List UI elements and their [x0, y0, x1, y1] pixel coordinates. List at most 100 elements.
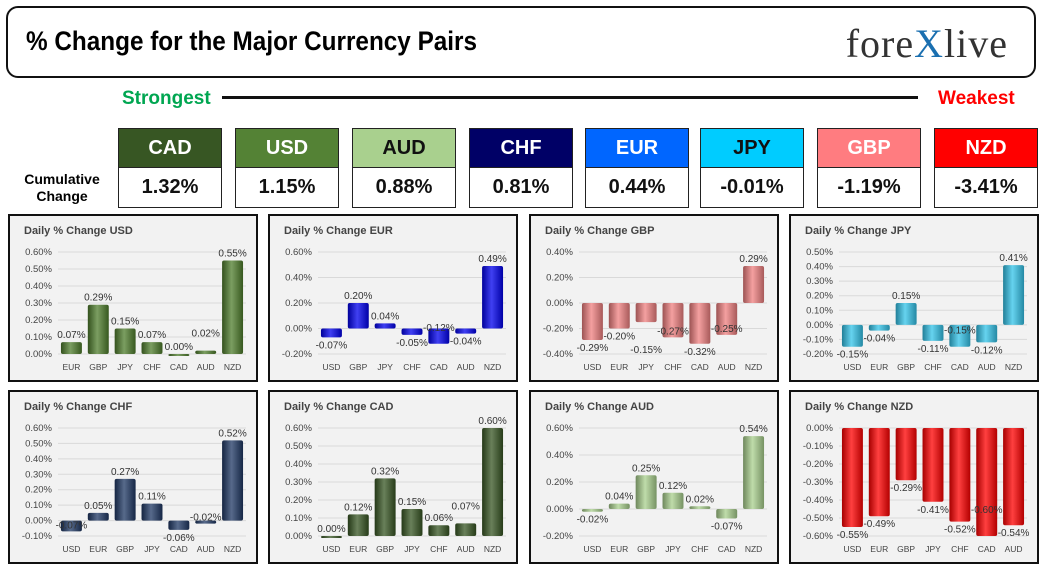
data-label: 0.15%	[111, 317, 139, 328]
data-label: 0.07%	[138, 330, 166, 341]
y-tick-label: -0.20%	[803, 349, 834, 360]
weakest-label: Weakest	[938, 88, 1015, 109]
data-label: 0.49%	[478, 254, 506, 265]
y-tick-label: 0.30%	[25, 298, 52, 309]
x-tick-label: NZD	[745, 362, 762, 372]
y-tick-label: 0.10%	[25, 500, 52, 511]
x-tick-label: NZD	[224, 362, 241, 372]
chart-chf: Daily % Change CHF -0.10% 0.00% 0.10% 0.20% 0…	[8, 390, 258, 564]
bar	[689, 506, 711, 509]
data-label: 0.54%	[739, 424, 767, 435]
bar	[141, 503, 163, 521]
x-tick-label: USD	[843, 544, 861, 554]
y-tick-label: 0.40%	[285, 273, 312, 284]
y-tick-label: 0.60%	[25, 423, 52, 434]
data-label: 0.04%	[605, 492, 633, 503]
x-tick-label: USD	[62, 544, 80, 554]
y-tick-label: 0.00%	[546, 298, 573, 309]
y-tick-label: -0.10%	[803, 334, 834, 345]
data-label: 0.32%	[371, 466, 399, 477]
bar	[608, 503, 630, 509]
data-label: -0.52%	[944, 525, 976, 536]
y-tick-label: -0.50%	[803, 513, 834, 524]
y-tick-label: -0.30%	[803, 477, 834, 488]
bar	[401, 328, 423, 335]
bar	[87, 304, 109, 354]
x-tick-label: JPY	[638, 362, 654, 372]
y-tick-label: 0.00%	[285, 531, 312, 542]
y-tick-label: -0.20%	[282, 349, 313, 360]
chart-title: Daily % Change EUR	[284, 225, 393, 237]
bar	[114, 328, 136, 354]
x-tick-label: CAD	[718, 544, 736, 554]
data-label: 0.29%	[84, 293, 112, 304]
data-label: -0.41%	[917, 505, 949, 516]
y-tick-label: 0.50%	[25, 264, 52, 275]
data-label: 0.12%	[659, 481, 687, 492]
bar	[320, 328, 342, 338]
bar	[347, 514, 369, 536]
bar	[60, 520, 82, 532]
bar	[922, 324, 944, 341]
x-tick-label: USD	[843, 362, 861, 372]
bar	[1003, 265, 1025, 325]
y-tick-label: 0.00%	[806, 320, 833, 331]
x-tick-label: AUD	[978, 362, 996, 372]
bar	[455, 328, 477, 334]
chart-title: Daily % Change JPY	[805, 225, 912, 237]
chart-usd: Daily % Change USD 0.00% 0.10% 0.20% 0.30% 0.…	[8, 214, 258, 382]
bar	[689, 303, 711, 344]
y-tick-label: 0.00%	[285, 324, 312, 335]
currency-tile-jpy: JPY -0.01%	[700, 128, 804, 208]
chart-title: Daily % Change CHF	[24, 401, 132, 413]
tile-value: -1.19%	[837, 176, 901, 198]
data-label: 0.07%	[452, 501, 480, 512]
data-label: -0.06%	[163, 533, 195, 544]
bar	[482, 428, 504, 536]
y-tick-label: 0.00%	[546, 504, 573, 515]
y-tick-label: 0.40%	[806, 262, 833, 273]
bar	[141, 342, 163, 354]
data-label: -0.02%	[190, 513, 222, 524]
tile-value: -3.41%	[954, 176, 1018, 198]
data-label: 0.12%	[344, 502, 372, 513]
y-tick-label: 0.50%	[285, 441, 312, 452]
data-label: -0.04%	[450, 337, 482, 348]
x-tick-label: CHF	[691, 544, 708, 554]
y-tick-label: -0.20%	[543, 531, 574, 542]
data-label: 0.27%	[111, 467, 139, 478]
bar	[949, 428, 971, 522]
y-tick-label: -0.40%	[543, 349, 574, 360]
data-label: -0.12%	[423, 323, 455, 334]
y-tick-label: -0.10%	[803, 441, 834, 452]
bar	[374, 323, 396, 329]
tile-currency: NZD	[935, 129, 1037, 168]
tile-currency: GBP	[818, 129, 920, 168]
tile-currency: EUR	[586, 129, 688, 168]
data-label: -0.15%	[837, 350, 869, 361]
x-tick-label: EUR	[349, 544, 367, 554]
page-title: % Change for the Major Currency Pairs	[26, 26, 478, 56]
strength-divider	[222, 96, 918, 99]
data-label: 0.07%	[57, 330, 85, 341]
y-tick-label: 0.30%	[285, 477, 312, 488]
y-tick-label: -0.40%	[803, 495, 834, 506]
chart-title: Daily % Change USD	[24, 225, 133, 237]
bar	[455, 523, 477, 536]
data-label: 0.15%	[892, 291, 920, 302]
forexlive-logo: foreXlive	[845, 21, 1008, 66]
bar	[895, 303, 917, 325]
bar	[976, 324, 998, 343]
data-label: -0.55%	[837, 530, 869, 541]
tile-currency: USD	[236, 129, 338, 168]
chart-title: Daily % Change CAD	[284, 401, 393, 413]
x-tick-label: JPY	[404, 544, 420, 554]
bar	[868, 428, 890, 517]
y-tick-label: 0.60%	[285, 247, 312, 258]
y-tick-label: 0.40%	[25, 454, 52, 465]
bar	[608, 303, 630, 329]
data-label: -0.29%	[577, 343, 609, 354]
bar	[482, 266, 504, 329]
chart-gbp: Daily % Change GBP -0.40% -0.20% 0.00% 0.20%…	[529, 214, 779, 382]
y-tick-label: -0.20%	[803, 459, 834, 470]
